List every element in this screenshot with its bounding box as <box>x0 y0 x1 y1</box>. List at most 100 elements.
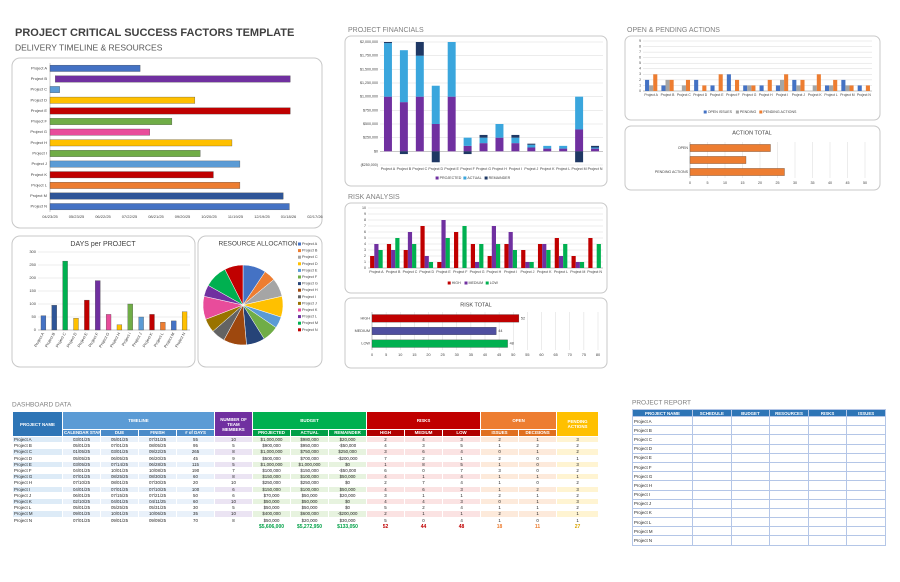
cell: $0 <box>327 460 368 469</box>
cell: Project E <box>632 452 693 463</box>
bar-segment <box>511 134 520 138</box>
x-tick-label: 20 <box>758 181 762 185</box>
bar <box>470 244 476 268</box>
bar-segment <box>383 96 392 152</box>
chart-title: ACTION TOTAL <box>732 130 771 136</box>
bar <box>403 250 408 268</box>
bar <box>767 79 772 91</box>
cell <box>730 498 771 509</box>
bar <box>554 238 559 268</box>
cell <box>769 461 809 473</box>
column-header: DUE <box>100 429 139 437</box>
x-tick-label: Project F <box>453 270 468 274</box>
cell <box>62 522 101 532</box>
total-cell: $5,606,000 <box>252 522 291 532</box>
x-tick-label: Project G <box>470 270 485 274</box>
y-tick-label: Project L <box>31 182 48 187</box>
bar <box>759 85 764 91</box>
x-tick-label: Project N <box>588 167 603 171</box>
x-tick-label: Project I <box>776 93 788 97</box>
cell <box>807 498 848 509</box>
cell: Project J <box>632 498 693 509</box>
cell <box>730 517 771 528</box>
bar-segment <box>415 55 424 97</box>
cell: $50,000 <box>327 473 368 481</box>
y-tick-label: OPEN <box>678 146 689 150</box>
x-tick-label: Project N <box>587 270 602 274</box>
y-tick-label: Project N <box>31 204 48 209</box>
bar <box>542 244 547 268</box>
bar <box>649 85 654 91</box>
cell: Project C <box>632 434 693 445</box>
x-tick-label: 65 <box>554 353 558 357</box>
data-row: Project B 05/01/25 07/01/25 08/05/25 95 5 $900… <box>12 442 600 450</box>
cell: 4 <box>442 516 482 524</box>
column-header: ACTUAL <box>290 429 329 437</box>
x-tick-label: 45 <box>846 181 850 185</box>
bar <box>378 250 383 268</box>
bar-segment <box>463 145 472 152</box>
cell: 2 <box>518 485 558 493</box>
cell: 4 <box>442 479 482 487</box>
column-header: RESOURCES <box>769 409 809 417</box>
gantt-bar <box>49 139 233 147</box>
group-header: TIMELINE <box>62 411 215 430</box>
cell <box>807 535 848 546</box>
cell: 3 <box>556 498 600 506</box>
legend-label: PROJECTED <box>440 176 462 180</box>
cell: 3 <box>556 485 600 493</box>
bar <box>105 314 112 331</box>
bar <box>726 74 731 91</box>
bar-segment <box>575 129 584 152</box>
cell <box>807 434 848 445</box>
x-tick-label: Project B <box>397 167 412 171</box>
chart-title: RESOURCE ALLOCATION <box>219 241 298 248</box>
bar <box>407 232 413 268</box>
bar-segment <box>527 144 536 148</box>
bar <box>689 156 747 164</box>
cell <box>730 434 771 445</box>
pie-slice <box>224 264 244 306</box>
header-row: PROJECT NAME SCHEDULE BUDGET RESOURCES RISKS… <box>632 409 886 417</box>
x-tick-label: Project K <box>540 167 555 171</box>
cell <box>730 415 771 427</box>
y-tick-label: $1,750,000 <box>360 54 378 58</box>
x-tick-label: Project M <box>572 167 587 171</box>
data-row: Project A 03/01/25 05/01/25 07/31/25 55 10 $1,… <box>12 435 600 444</box>
cell <box>769 517 809 528</box>
cell: -$200,000 <box>327 454 368 462</box>
x-tick-label: Project H <box>759 93 773 97</box>
column-header: BUDGET <box>730 409 771 417</box>
group-header: PROJECT NAME <box>12 411 63 437</box>
x-tick-label: 70 <box>568 353 572 357</box>
legend-label: MEDIUM <box>469 281 484 285</box>
cell: $20,000 <box>327 435 368 444</box>
cell: Project L <box>632 517 693 528</box>
bar <box>824 85 830 91</box>
bar <box>800 79 805 91</box>
data-row: Project I 04/01/25 07/01/25 07/10/25 100 6 $15… <box>12 485 600 493</box>
x-tick-label: 01/18/26 <box>281 214 297 219</box>
x-tick-label: Project L <box>556 167 570 171</box>
cell <box>846 425 886 436</box>
legend-label: OPEN ISSUES <box>708 110 733 114</box>
y-tick-label: $750,000 <box>363 108 378 112</box>
bar-segment <box>415 96 424 152</box>
data-row: Project H 07/10/25 08/01/25 07/30/25 20 10 $25… <box>12 479 600 487</box>
y-tick-label: 2 <box>639 78 641 82</box>
cell: 1 <box>518 473 558 481</box>
cell <box>846 535 886 546</box>
legend-swatch <box>298 242 301 246</box>
cell: 7 <box>442 466 482 475</box>
legend-swatch <box>464 281 468 285</box>
legend-label: Project L <box>302 315 317 319</box>
cell: Project D <box>632 443 693 454</box>
legend-label: Project H <box>302 288 318 292</box>
data-row: Project D <box>632 443 886 454</box>
bar <box>865 85 870 91</box>
cell <box>846 517 886 528</box>
cell <box>846 461 886 473</box>
bar <box>529 262 534 268</box>
data-row: Project B <box>632 425 886 436</box>
bar <box>95 280 101 331</box>
